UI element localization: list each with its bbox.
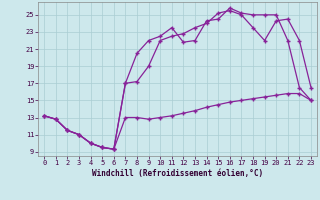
X-axis label: Windchill (Refroidissement éolien,°C): Windchill (Refroidissement éolien,°C)	[92, 169, 263, 178]
